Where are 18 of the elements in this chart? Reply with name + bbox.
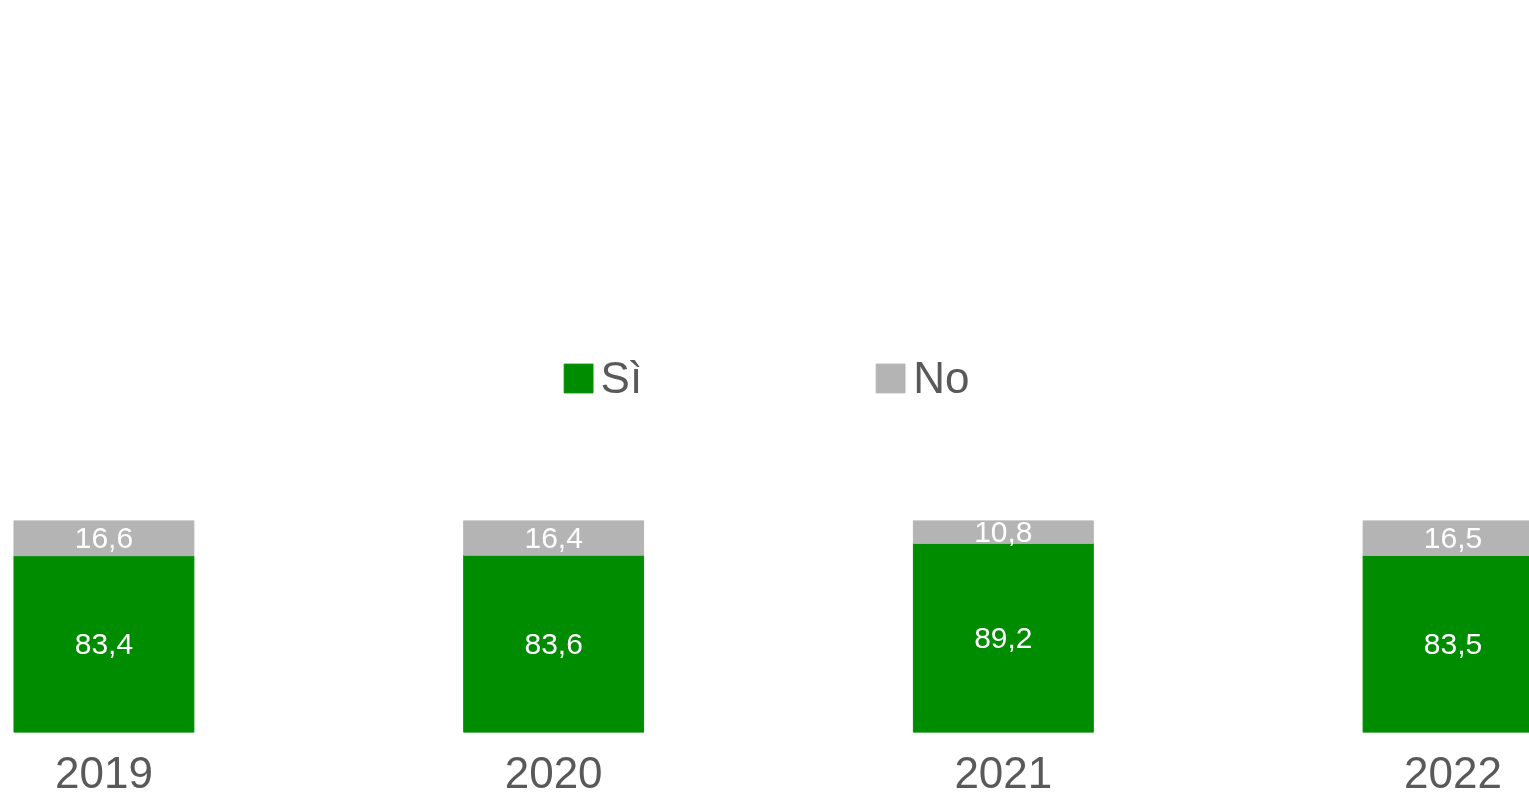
data-label: 83,4: [74, 627, 134, 661]
legend-label: Sì: [600, 352, 643, 403]
bar: [13, 520, 195, 557]
bar: [463, 554, 645, 733]
x-tick-label: 2021: [954, 747, 1053, 794]
data-label: 83,6: [524, 626, 583, 660]
data-label: 89,2: [974, 620, 1033, 654]
bar: [463, 520, 645, 556]
data-label: 10,8: [974, 514, 1033, 548]
bar: [13, 555, 195, 733]
data-label: 83,5: [1423, 626, 1483, 660]
data-label: 16,4: [524, 520, 583, 554]
data-label: 16,6: [74, 521, 134, 555]
data-label: 16,5: [1423, 520, 1483, 554]
x-tick-label: 2019: [54, 747, 153, 794]
x-tick-label: 2020: [504, 747, 603, 794]
x-tick-label: 2022: [1404, 747, 1502, 794]
legend-label: No: [913, 352, 970, 403]
